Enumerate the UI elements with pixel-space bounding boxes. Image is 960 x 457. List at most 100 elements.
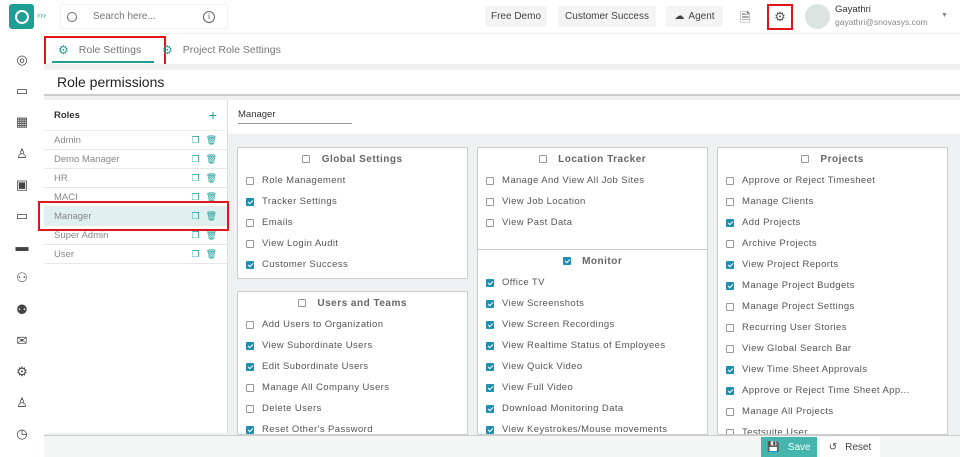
reset-button[interactable]: ↺ Reset [820,437,880,457]
tab-project-role-settings[interactable]: ⚙ Project Role Settings [162,36,281,64]
role-item[interactable]: Manager ❐ 🗑 [44,207,227,226]
copy-icon[interactable]: ❐ [191,153,200,164]
permission-checkbox[interactable] [486,320,494,329]
permission-checkbox[interactable] [486,299,494,308]
copy-icon[interactable]: ❐ [191,210,200,221]
permission-item[interactable]: Customer Success [238,254,467,275]
permission-item[interactable]: Manage Project Budgets [718,275,947,296]
delete-icon[interactable]: 🗑 [205,248,217,259]
chevron-down-icon[interactable]: ▼ [941,12,948,19]
info-icon[interactable]: i [203,10,215,23]
profile-icon[interactable]: ♙ [16,395,28,411]
permission-checkbox[interactable] [246,239,254,248]
agent-button[interactable]: ☁ Agent [666,6,723,27]
permission-item[interactable]: Approve or Reject Time Sheet App... [718,380,947,401]
section-checkbox[interactable] [298,299,307,307]
permission-item[interactable]: Edit Subordinate Users [238,356,467,377]
alarm-icon[interactable]: ◷ [16,426,28,442]
permission-item[interactable]: View Login Audit [238,233,467,254]
save-button[interactable]: 💾 Save [761,437,817,457]
permission-item[interactable]: Archive Projects [718,233,947,254]
permission-item[interactable]: Testsuite User [718,422,947,434]
mail-icon[interactable]: ✉ [16,332,28,348]
permission-checkbox[interactable] [726,197,734,206]
permission-item[interactable]: Download Monitoring Data [478,398,707,419]
permission-checkbox[interactable] [486,383,494,392]
permission-checkbox[interactable] [726,260,734,269]
add-role-button[interactable]: + [208,107,217,123]
avatar[interactable] [805,4,830,29]
permission-checkbox[interactable] [486,278,494,287]
copy-icon[interactable]: ❐ [191,229,200,240]
permission-checkbox[interactable] [726,323,734,332]
app-logo[interactable] [9,4,34,29]
permission-checkbox[interactable] [246,425,254,434]
permission-item[interactable]: Recurring User Stories [718,317,947,338]
permission-checkbox[interactable] [486,176,494,185]
permission-checkbox[interactable] [726,386,734,395]
section-checkbox[interactable] [801,155,810,163]
permission-item[interactable]: View Keystrokes/Mouse movements [478,419,707,434]
permission-item[interactable]: Manage And View All Job Sites [478,170,707,191]
copy-icon[interactable]: ❐ [191,172,200,183]
calendar-icon[interactable]: ▦ [15,114,29,130]
permission-checkbox[interactable] [246,362,254,371]
delete-icon[interactable]: 🗑 [205,229,217,240]
permission-checkbox[interactable] [246,341,254,350]
settings-icon[interactable]: ⚙ [16,364,28,379]
document-icon[interactable]: 🗎 [740,10,751,25]
users-icon[interactable]: ⚇ [16,270,28,286]
permission-checkbox[interactable] [726,302,734,311]
search-input[interactable] [93,11,203,22]
permission-item[interactable]: View Quick Video [478,356,707,377]
permission-checkbox[interactable] [246,383,254,392]
delete-icon[interactable]: 🗑 [205,191,217,202]
permission-item[interactable]: Reset Other's Password [238,419,467,434]
permission-item[interactable]: Office TV [478,272,707,293]
briefcase-icon[interactable]: ▣ [15,176,29,192]
delete-icon[interactable]: 🗑 [205,210,217,221]
permission-checkbox[interactable] [486,425,494,434]
permission-checkbox[interactable] [726,407,734,416]
permission-checkbox[interactable] [246,218,254,227]
permission-item[interactable]: View Subordinate Users [238,335,467,356]
monitor-icon[interactable]: ▭ [15,208,29,223]
permission-checkbox[interactable] [246,260,254,269]
permission-item[interactable]: Tracker Settings [238,191,467,212]
permission-checkbox[interactable] [246,320,254,329]
permission-item[interactable]: Manage All Company Users [238,377,467,398]
role-item[interactable]: HR ❐ 🗑 [44,169,227,188]
role-item[interactable]: MACI ❐ 🗑 [44,188,227,207]
permission-item[interactable]: Approve or Reject Timesheet [718,170,947,191]
user-icon[interactable]: ♙ [16,145,28,161]
expand-sidebar-icon[interactable]: ››› [37,10,46,20]
role-item[interactable]: User ❐ 🗑 [44,245,227,264]
permission-checkbox[interactable] [246,404,254,413]
settings-icon[interactable]: ⚙ [767,4,793,30]
role-item[interactable]: Demo Manager ❐ 🗑 [44,150,227,169]
permission-item[interactable]: View Job Location [478,191,707,212]
card-icon[interactable]: ▬ [15,239,29,255]
permission-item[interactable]: Role Management [238,170,467,191]
permission-item[interactable]: View Realtime Status of Employees [478,335,707,356]
free-demo-button[interactable]: Free Demo [485,6,547,27]
team-icon[interactable]: ⚉ [16,301,28,317]
permission-item[interactable]: Manage Project Settings [718,296,947,317]
permission-checkbox[interactable] [726,176,734,185]
section-checkbox[interactable] [562,257,571,265]
role-item[interactable]: Super Admin ❐ 🗑 [44,226,227,245]
tab-role-settings[interactable]: ⚙ Role Settings [58,36,141,64]
delete-icon[interactable]: 🗑 [205,172,217,183]
permission-checkbox[interactable] [726,239,734,248]
permission-checkbox[interactable] [726,344,734,353]
permission-checkbox[interactable] [726,428,734,434]
tv-icon[interactable]: ▭ [15,83,29,99]
dashboard-icon[interactable]: ◎ [16,52,28,67]
permission-checkbox[interactable] [486,404,494,413]
permission-item[interactable]: View Past Data [478,212,707,233]
permission-item[interactable]: View Global Search Bar [718,338,947,359]
role-name-field[interactable]: Manager [238,109,352,124]
permission-item[interactable]: View Screen Recordings [478,314,707,335]
copy-icon[interactable]: ❐ [191,134,200,145]
copy-icon[interactable]: ❐ [191,191,200,202]
